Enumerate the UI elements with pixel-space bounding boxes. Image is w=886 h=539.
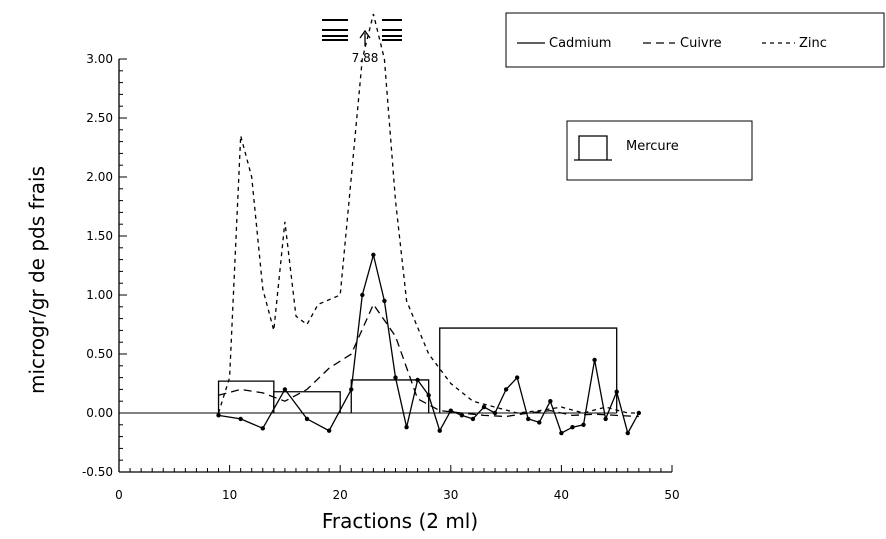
series-point-cadmium (349, 387, 354, 392)
series-point-cadmium (470, 416, 476, 422)
series-point-cadmium (426, 393, 431, 398)
legend-label-mercure: Mercure (626, 139, 679, 154)
series-point-cadmium (260, 426, 265, 431)
series-point-cadmium (216, 413, 221, 418)
y-tick-label: -0.50 (82, 465, 113, 479)
series-point-cadmium (492, 410, 498, 416)
series-point-cadmium (304, 416, 310, 422)
series-point-cadmium (603, 416, 608, 422)
legend-label-cuivre: Cuivre (680, 36, 722, 51)
ticks: 0 10 20 30 40 50 -0.50 0.00 0.50 1.00 1.50 2.00 2.50… (82, 52, 680, 502)
y-axis-title: microgr/gr de pds frais (25, 166, 49, 394)
legend-mercure-frame (566, 120, 753, 181)
legend-label-cadmium: Cadmium (549, 36, 611, 51)
series-point-cadmium (592, 357, 597, 363)
series-point-cadmium (393, 375, 398, 380)
mercure-bar (273, 391, 341, 413)
series-point-cadmium (404, 424, 409, 430)
y-tick-label: 3.00 (86, 52, 113, 66)
x-tick-label: 10 (222, 488, 237, 502)
x-tick-label: 50 (664, 488, 679, 502)
series-point-cadmium (636, 410, 642, 416)
legend-frame (505, 12, 885, 68)
legend-box: Cadmium Cuivre Zinc (505, 12, 885, 68)
y-tick-label: 0.50 (86, 347, 113, 361)
series-point-cadmium (371, 252, 376, 258)
series-line-zinc (217, 13, 639, 414)
mercure-bar (217, 380, 275, 413)
y-tick-label: 1.50 (86, 229, 113, 243)
legend-mercure-box: Mercure (566, 120, 753, 181)
series-point-cadmium (326, 428, 332, 433)
axis-break-mark (322, 19, 402, 41)
legend-label-zinc: Zinc (799, 36, 827, 51)
series-point-cadmium (537, 420, 542, 425)
series-point-cadmium (282, 387, 288, 392)
series-point-cadmium (548, 399, 553, 404)
series-point-cadmium (614, 389, 619, 394)
y-tick-label: 2.50 (86, 111, 113, 125)
series-point-cadmium (581, 422, 586, 427)
series-point-cadmium (514, 375, 520, 380)
peak-annotation: 7.88 (352, 29, 379, 65)
series-layer (216, 13, 642, 436)
series-point-cadmium (481, 404, 487, 410)
series-point-cadmium (459, 413, 465, 418)
y-tick-label: 1.00 (86, 288, 113, 302)
mercure-bar (439, 327, 618, 413)
y-tick-label: 0.00 (86, 406, 113, 420)
series-point-cadmium (360, 292, 365, 298)
x-axis-title: Fractions (2 ml) (322, 509, 478, 533)
series-point-cadmium (526, 416, 531, 422)
annotation-value: 7.88 (352, 51, 379, 65)
legend-swatch-mercure (578, 135, 608, 160)
y-tick-label: 2.00 (86, 170, 113, 184)
x-tick-label: 40 (554, 488, 569, 502)
series-point-cadmium (238, 416, 243, 422)
series-point-cadmium (437, 428, 442, 433)
x-tick-label: 0 (115, 488, 123, 502)
series-point-cadmium (559, 430, 564, 436)
annotation-arrow-head (359, 29, 371, 39)
series-point-cadmium (570, 424, 575, 430)
series-point-cadmium (415, 377, 420, 383)
series-point-cadmium (382, 298, 387, 304)
series-point-cadmium (503, 387, 509, 392)
x-tick-label: 20 (333, 488, 348, 502)
x-tick-label: 30 (443, 488, 458, 502)
series-point-cadmium (625, 430, 630, 436)
